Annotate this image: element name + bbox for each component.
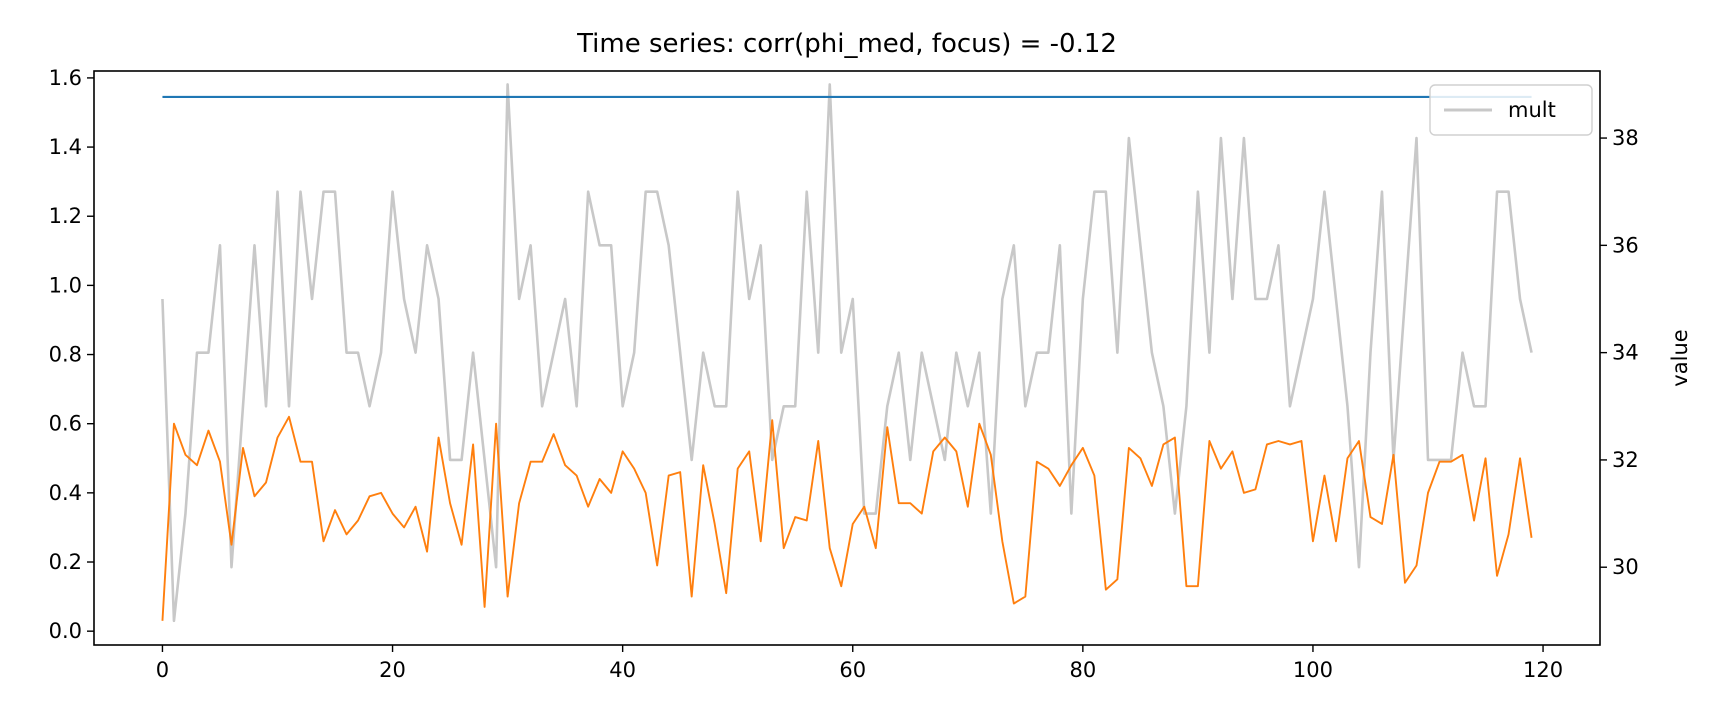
series-line-2 xyxy=(161,83,1533,623)
x-tick-label: 80 xyxy=(1069,658,1096,682)
left-y-tick-label: 0.8 xyxy=(49,343,82,367)
left-y-tick-label: 0.2 xyxy=(49,550,82,574)
series-layer xyxy=(161,83,1533,623)
right-y-tick-label: 34 xyxy=(1612,341,1639,365)
left-y-tick-label: 0.4 xyxy=(49,481,82,505)
right-y-tick-label: 30 xyxy=(1612,555,1639,579)
left-y-tick-label: 1.2 xyxy=(49,204,82,228)
legend-box xyxy=(1429,84,1593,136)
left-y-tick-label: 0.0 xyxy=(49,619,82,643)
left-y-tick-label: 1.6 xyxy=(49,66,82,90)
x-tick-label: 100 xyxy=(1293,658,1333,682)
right-y-tick-label: 38 xyxy=(1612,126,1639,150)
x-tick-label: 20 xyxy=(379,658,406,682)
legend: mult xyxy=(1429,84,1593,136)
right-y-tick-label: 32 xyxy=(1612,448,1639,472)
chart-title: Time series: corr(phi_med, focus) = -0.1… xyxy=(576,29,1117,59)
left-y-tick-label: 1.0 xyxy=(49,273,82,297)
axes-layer: 0 20 40 60 80 100 120 0.0 0.2 0.4 0.6 0.8 1.0 1.2 1.4 1… xyxy=(49,66,1639,682)
x-tick-label: 40 xyxy=(609,658,636,682)
right-y-tick-label: 36 xyxy=(1612,233,1639,257)
legend-label-mult: mult xyxy=(1508,98,1556,122)
x-tick-label: 120 xyxy=(1523,658,1563,682)
right-y-axis-label: value xyxy=(1668,329,1692,386)
series-line-1 xyxy=(161,415,1533,621)
left-y-tick-label: 0.6 xyxy=(49,412,82,436)
left-y-tick-label: 1.4 xyxy=(49,135,82,159)
plot-frame xyxy=(93,70,1601,646)
x-tick-label: 60 xyxy=(839,658,866,682)
x-tick-label: 0 xyxy=(156,658,169,682)
